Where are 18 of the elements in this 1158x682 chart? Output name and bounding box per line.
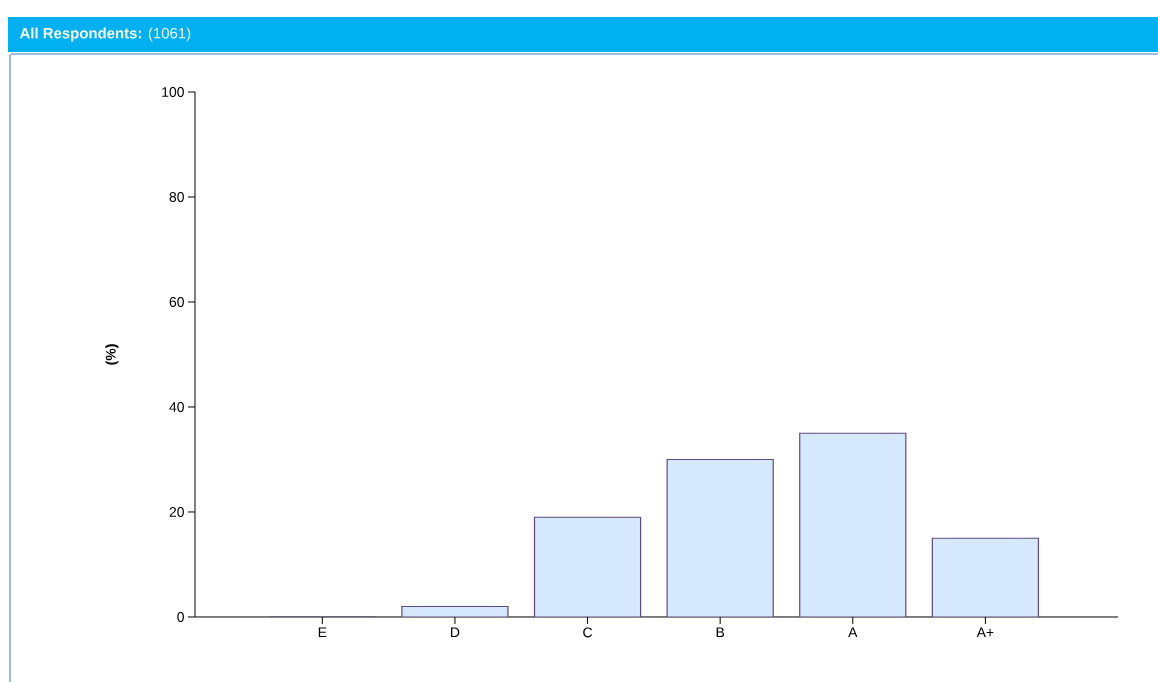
x-tick-label: B: [716, 627, 725, 638]
bar: [931, 537, 1040, 617]
x-tick-label: A+: [976, 627, 994, 638]
x-tick-label: C: [583, 627, 593, 638]
bar: [533, 516, 642, 617]
chart-title: All Respondents: (1061): [19, 27, 191, 42]
y-tick-label: 20: [169, 507, 184, 517]
y-tick-label: 100: [162, 87, 184, 97]
y-tick-label: 0: [177, 612, 184, 622]
x-tick-label: A: [848, 627, 858, 638]
y-tick-label: 60: [169, 297, 184, 307]
bar: [799, 432, 907, 617]
y-tick-label: 40: [169, 402, 184, 412]
x-tick-label: E: [318, 627, 327, 638]
x-tick-label: D: [451, 627, 460, 638]
bar: [666, 458, 774, 617]
y-tick-label: 80: [169, 192, 184, 202]
y-axis-title: (%): [105, 344, 119, 365]
